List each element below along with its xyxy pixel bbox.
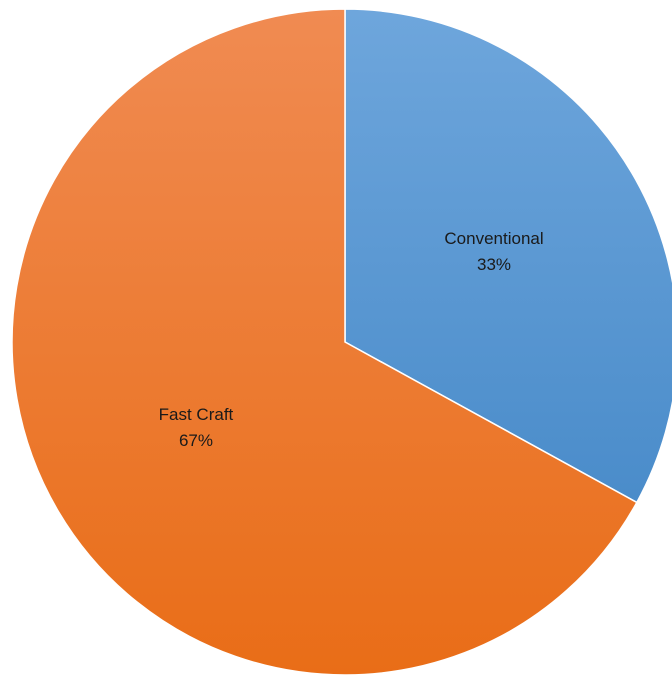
slice-label-fast-craft: Fast Craft (159, 405, 234, 424)
pie-slices (11, 8, 672, 675)
slice-label-conventional: Conventional (444, 229, 543, 248)
pie-labels: Conventional 33% Fast Craft 67% (159, 229, 544, 450)
pie-slice-fast-craft (11, 8, 638, 675)
slice-percent-fast-craft: 67% (179, 431, 213, 450)
pie-slice-conventional (344, 8, 672, 504)
slice-percent-conventional: 33% (477, 255, 511, 274)
